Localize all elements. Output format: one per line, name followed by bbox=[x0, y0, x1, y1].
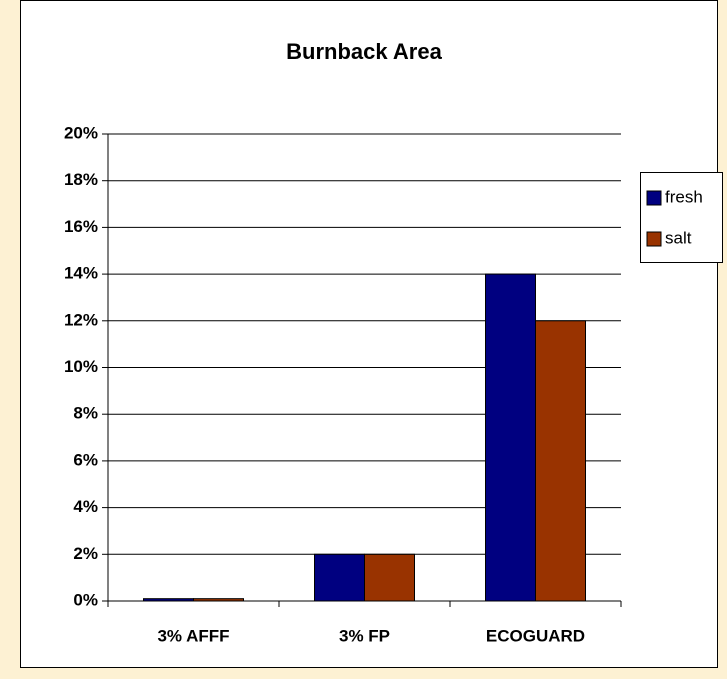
y-tick-label: 18% bbox=[64, 170, 98, 189]
y-tick-label: 20% bbox=[64, 123, 98, 142]
bar bbox=[485, 273, 536, 602]
y-tick-label: 0% bbox=[73, 590, 98, 609]
y-tick-label: 12% bbox=[64, 310, 98, 329]
legend-swatch bbox=[646, 190, 662, 206]
legend-label: fresh bbox=[665, 187, 703, 206]
bar bbox=[535, 320, 586, 602]
x-tick-label: 3% FP bbox=[339, 626, 390, 645]
chart-title: Burnback Area bbox=[286, 39, 442, 64]
x-tick-label: 3% AFFF bbox=[157, 626, 229, 645]
bar bbox=[314, 553, 365, 602]
legend-box bbox=[640, 172, 723, 263]
y-tick-label: 16% bbox=[64, 217, 98, 236]
y-tick-label: 6% bbox=[73, 450, 98, 469]
y-tick-label: 2% bbox=[73, 544, 98, 563]
legend-label: salt bbox=[665, 228, 692, 247]
y-tick-label: 10% bbox=[64, 357, 98, 376]
y-tick-label: 14% bbox=[64, 264, 98, 283]
y-tick-label: 8% bbox=[73, 404, 98, 423]
bar bbox=[364, 553, 415, 602]
x-tick-label: ECOGUARD bbox=[486, 626, 585, 645]
y-tick-label: 4% bbox=[73, 497, 98, 516]
legend-swatch bbox=[646, 231, 662, 247]
